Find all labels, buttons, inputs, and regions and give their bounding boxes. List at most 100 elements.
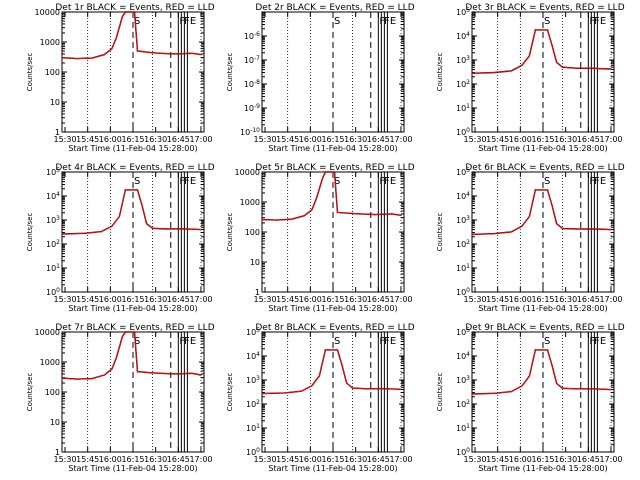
data-point-lld [191,52,193,54]
data-point-lld [494,71,496,74]
data-point-lld [136,189,139,191]
data-point-lld [546,189,549,191]
y-tick-label: 104 [456,31,470,41]
data-point-lld [382,388,384,390]
data-point-lld [121,16,123,18]
series-line-events [471,189,612,236]
data-point-lld [324,349,326,351]
x-tick-label: 16:30 [144,455,167,464]
data-point-lld [284,392,286,394]
panel-title: Det 1r BLACK = Events, RED = LLD [55,3,214,13]
panel-title: Det 4r BLACK = Events, RED = LLD [55,163,214,173]
x-axis-label: Start Time (11-Feb-04 15:28:00) [68,464,197,473]
data-point-lld [534,349,537,351]
marker-e: E [390,176,396,187]
x-axis-label: Start Time (11-Feb-04 15:28:00) [478,304,607,313]
data-point-lld [118,215,120,218]
data-point-lld [124,331,126,333]
marker-f: F [384,16,390,27]
data-point-lld [551,45,553,47]
x-tick-label: 17:00 [389,135,412,144]
y-axis-label: Counts/sec [436,213,444,252]
x-tick-label: 16:00 [299,455,322,464]
data-point-lld [577,228,579,230]
data-point-lld [610,68,612,70]
x-tick-label: 16:00 [509,135,532,144]
y-tick-label: 101 [46,263,60,273]
data-point-lld [471,72,473,74]
data-point-lld [534,189,537,191]
data-point-lld [546,349,549,351]
y-tick-label: 101 [456,263,470,273]
x-tick-label: 15:30 [53,135,76,144]
y-tick-label: 103 [246,375,260,385]
data-point-lld [103,374,105,376]
data-point-lld [521,225,523,227]
x-tick-label: 17:00 [599,295,622,304]
data-point-lld [311,385,313,387]
marker-f: F [384,176,390,187]
marker-s: S [544,176,550,187]
data-point-lld [174,53,176,55]
y-tick-label: 100 [246,447,260,457]
y-tick-label: 100 [45,68,60,77]
data-point-lld [318,375,320,377]
x-tick-label: 17:00 [599,455,622,464]
y-tick-label: 10 [50,418,60,427]
x-tick-label: 15:45 [76,135,99,144]
x-tick-label: 16:45 [577,455,600,464]
data-point-lld [577,67,579,69]
x-tick-label: 15:30 [53,455,76,464]
marker-e: E [600,176,606,187]
x-tick-label: 16:15 [531,135,554,144]
marker-f: F [594,336,600,347]
series-line-lld [471,189,612,235]
data-point-lld [333,171,336,173]
x-tick-label: 16:00 [99,295,122,304]
data-point-lld [592,67,594,69]
marker-s: S [134,16,140,27]
y-tick-label: 102 [456,239,470,249]
data-point-lld [182,228,184,230]
marker-e: E [190,176,196,187]
data-point-lld [471,233,473,235]
marker-f: F [184,176,190,187]
y-tick-label: 100 [45,388,60,397]
x-tick-label: 16:45 [367,455,390,464]
x-tick-label: 16:00 [99,455,122,464]
data-point-lld [111,225,113,227]
y-axis-label: Counts/sec [26,373,34,412]
data-point-lld [324,171,326,173]
y-tick-label: 10-10 [240,127,260,137]
marker-s: S [544,336,550,347]
x-tick-label: 17:00 [189,455,212,464]
data-point-lld [562,387,564,389]
x-tick-label: 16:00 [509,455,532,464]
x-tick-label: 15:30 [463,455,486,464]
data-point-lld [146,223,148,225]
y-tick-label: 102 [456,79,470,89]
marker-f: F [179,16,185,27]
y-tick-label: 104 [46,191,60,201]
data-point-lld [100,231,102,233]
data-point-lld [152,227,154,229]
data-point-lld [261,219,263,221]
panel-title: Det 9r BLACK = Events, RED = LLD [465,323,624,333]
y-tick-label: 10000 [235,168,260,177]
data-point-lld [577,388,579,390]
data-point-lld [111,48,113,50]
x-tick-label: 17:00 [189,135,212,144]
x-axis-label: Start Time (11-Feb-04 15:28:00) [268,304,397,313]
x-tick-label: 16:15 [321,295,344,304]
series-line-events [471,29,612,74]
data-point-lld [200,54,202,56]
y-tick-label: 1000 [40,358,60,367]
x-tick-label: 16:45 [577,135,600,144]
panel-title: Det 3r BLACK = Events, RED = LLD [465,3,624,13]
marker-f: F [589,176,595,187]
marker-f: F [184,16,190,27]
x-tick-label: 17:00 [389,455,412,464]
y-axis-label: Counts/sec [226,53,234,92]
